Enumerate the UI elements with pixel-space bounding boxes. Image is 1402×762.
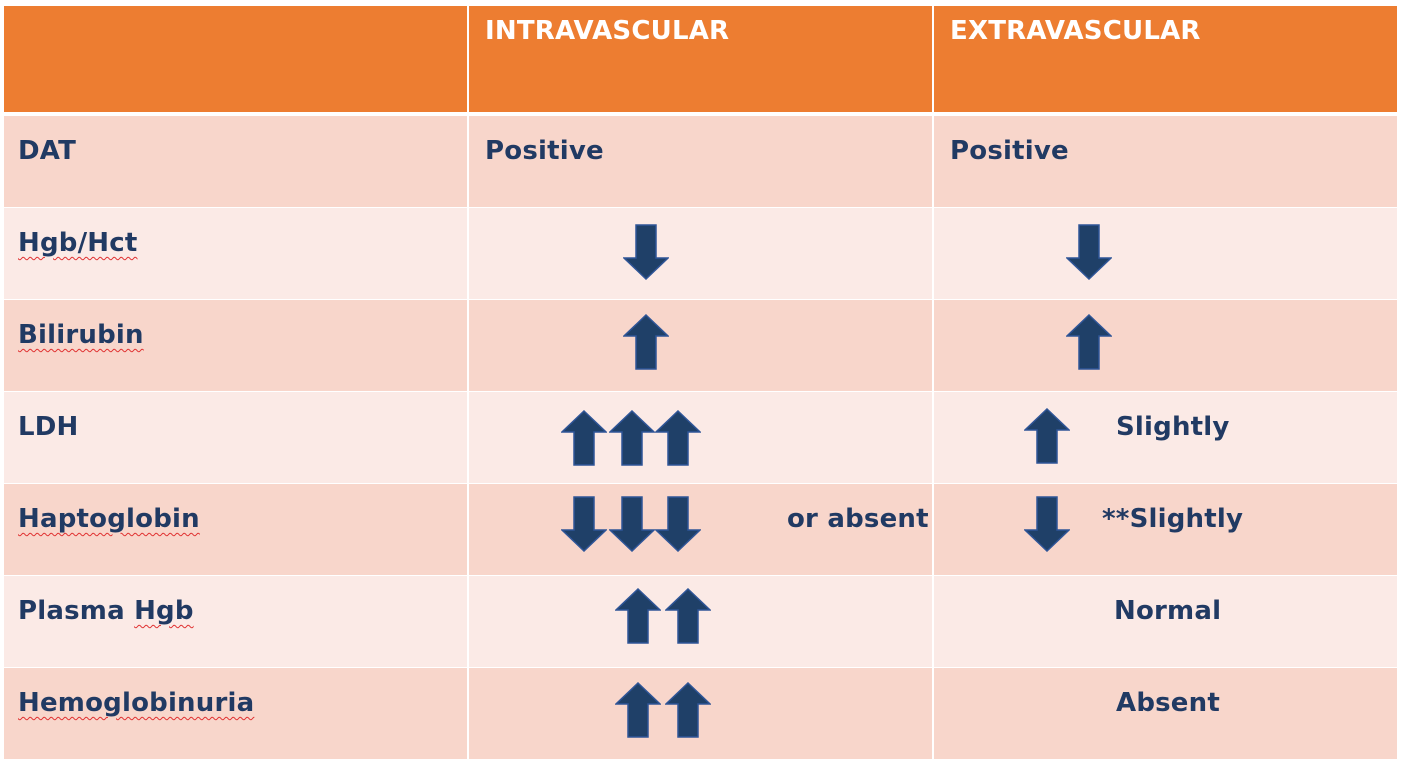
extravascular-value: **Slightly <box>1102 504 1244 534</box>
extravascular-value: Normal <box>1114 596 1222 626</box>
arrow-down-icon <box>1024 496 1070 552</box>
extravascular-cell: Slightly <box>934 392 1397 483</box>
intravascular-cell <box>469 392 932 483</box>
arrow-down-path <box>623 224 669 280</box>
extravascular-cell: Positive <box>934 116 1397 207</box>
comparison-table: INTRAVASCULAR EXTRAVASCULAR DAT Positive… <box>4 6 1397 759</box>
arrow-up-shape <box>665 682 711 738</box>
header-cell-extravascular: EXTRAVASCULAR <box>934 6 1397 112</box>
arrow-up-icon <box>665 588 711 644</box>
row-label-hgb-part: Hgb <box>134 596 194 626</box>
arrow-down-path <box>655 496 701 552</box>
arrow-down-path <box>1024 496 1070 552</box>
row-label-text: Plasma Hgb <box>18 596 194 626</box>
arrow-down-shape <box>1024 496 1070 552</box>
arrow-down-shape <box>655 496 701 552</box>
extravascular-value: Positive <box>950 136 1069 166</box>
row-label-cell: Plasma Hgb <box>4 576 467 667</box>
intravascular-cell <box>469 668 932 759</box>
header-extravascular: EXTRAVASCULAR <box>950 16 1201 46</box>
intravascular-cell <box>469 576 932 667</box>
arrow-down-icon <box>623 224 669 280</box>
arrow-down-path <box>561 496 607 552</box>
arrow-up-path <box>615 682 661 738</box>
arrow-up-icon <box>665 682 711 738</box>
arrow-up-path <box>561 410 607 466</box>
arrow-up-shape <box>655 410 701 466</box>
arrow-down-icon <box>609 496 655 552</box>
extravascular-cell: Normal <box>934 576 1397 667</box>
arrow-up-shape <box>609 410 655 466</box>
extravascular-value: Slightly <box>1116 412 1230 442</box>
arrow-up-path <box>1066 314 1112 370</box>
arrow-up-path <box>665 682 711 738</box>
table-row: Hemoglobinuria Absent <box>4 668 1397 759</box>
header-cell-empty <box>4 6 467 112</box>
row-label-cell: LDH <box>4 392 467 483</box>
arrow-up-shape <box>615 682 661 738</box>
intravascular-value: or absent <box>787 504 929 534</box>
intravascular-cell <box>469 208 932 299</box>
arrow-up-shape <box>1066 314 1112 370</box>
arrow-down-icon <box>1066 224 1112 280</box>
arrow-up-path <box>665 588 711 644</box>
extravascular-cell: Absent <box>934 668 1397 759</box>
arrow-up-path <box>655 410 701 466</box>
row-label-cell: Hgb/Hct <box>4 208 467 299</box>
row-label: Plasma Hgb <box>18 596 194 626</box>
arrow-up-icon <box>655 410 701 466</box>
arrow-down-path <box>609 496 655 552</box>
extravascular-value: Absent <box>1116 688 1220 718</box>
arrow-up-path <box>615 588 661 644</box>
intravascular-value: Positive <box>485 136 604 166</box>
row-label: Bilirubin <box>18 320 144 350</box>
extravascular-cell: **Slightly <box>934 484 1397 575</box>
arrow-up-shape <box>1024 408 1070 464</box>
row-label-cell: DAT <box>4 116 467 207</box>
arrow-down-icon <box>561 496 607 552</box>
arrow-up-path <box>1024 408 1070 464</box>
arrow-up-shape <box>615 588 661 644</box>
extravascular-cell <box>934 208 1397 299</box>
row-label-cell: Bilirubin <box>4 300 467 391</box>
arrow-up-icon <box>1024 408 1070 464</box>
table-row: Hgb/Hct <box>4 208 1397 299</box>
row-label-cell: Hemoglobinuria <box>4 668 467 759</box>
arrow-down-shape <box>561 496 607 552</box>
table-row: Haptoglobin or absent **Slightly <box>4 484 1397 575</box>
arrow-up-shape <box>665 588 711 644</box>
row-label: LDH <box>18 412 79 442</box>
arrow-up-icon <box>1066 314 1112 370</box>
extravascular-cell <box>934 300 1397 391</box>
table-row: LDH Slightly <box>4 392 1397 483</box>
arrow-up-icon <box>561 410 607 466</box>
row-label: Hemoglobinuria <box>18 688 255 718</box>
arrow-up-path <box>609 410 655 466</box>
arrow-up-icon <box>615 682 661 738</box>
arrow-down-shape <box>623 224 669 280</box>
arrow-down-icon <box>655 496 701 552</box>
intravascular-cell: or absent <box>469 484 932 575</box>
row-label: DAT <box>18 136 77 166</box>
arrow-up-icon <box>615 588 661 644</box>
table-row: DAT Positive Positive <box>4 116 1397 207</box>
arrow-down-shape <box>1066 224 1112 280</box>
arrow-up-icon <box>623 314 669 370</box>
arrow-down-path <box>1066 224 1112 280</box>
intravascular-cell <box>469 300 932 391</box>
row-label: Haptoglobin <box>18 504 200 534</box>
table-row: Plasma Hgb Normal <box>4 576 1397 667</box>
row-label-cell: Haptoglobin <box>4 484 467 575</box>
arrow-up-icon <box>609 410 655 466</box>
arrow-up-shape <box>561 410 607 466</box>
header-cell-intravascular: INTRAVASCULAR <box>469 6 932 112</box>
row-label: Hgb/Hct <box>18 228 138 258</box>
arrow-up-shape <box>623 314 669 370</box>
arrow-up-path <box>623 314 669 370</box>
intravascular-cell: Positive <box>469 116 932 207</box>
header-row: INTRAVASCULAR EXTRAVASCULAR <box>4 6 1397 112</box>
table-row: Bilirubin <box>4 300 1397 391</box>
arrow-down-shape <box>609 496 655 552</box>
header-intravascular: INTRAVASCULAR <box>485 16 730 46</box>
